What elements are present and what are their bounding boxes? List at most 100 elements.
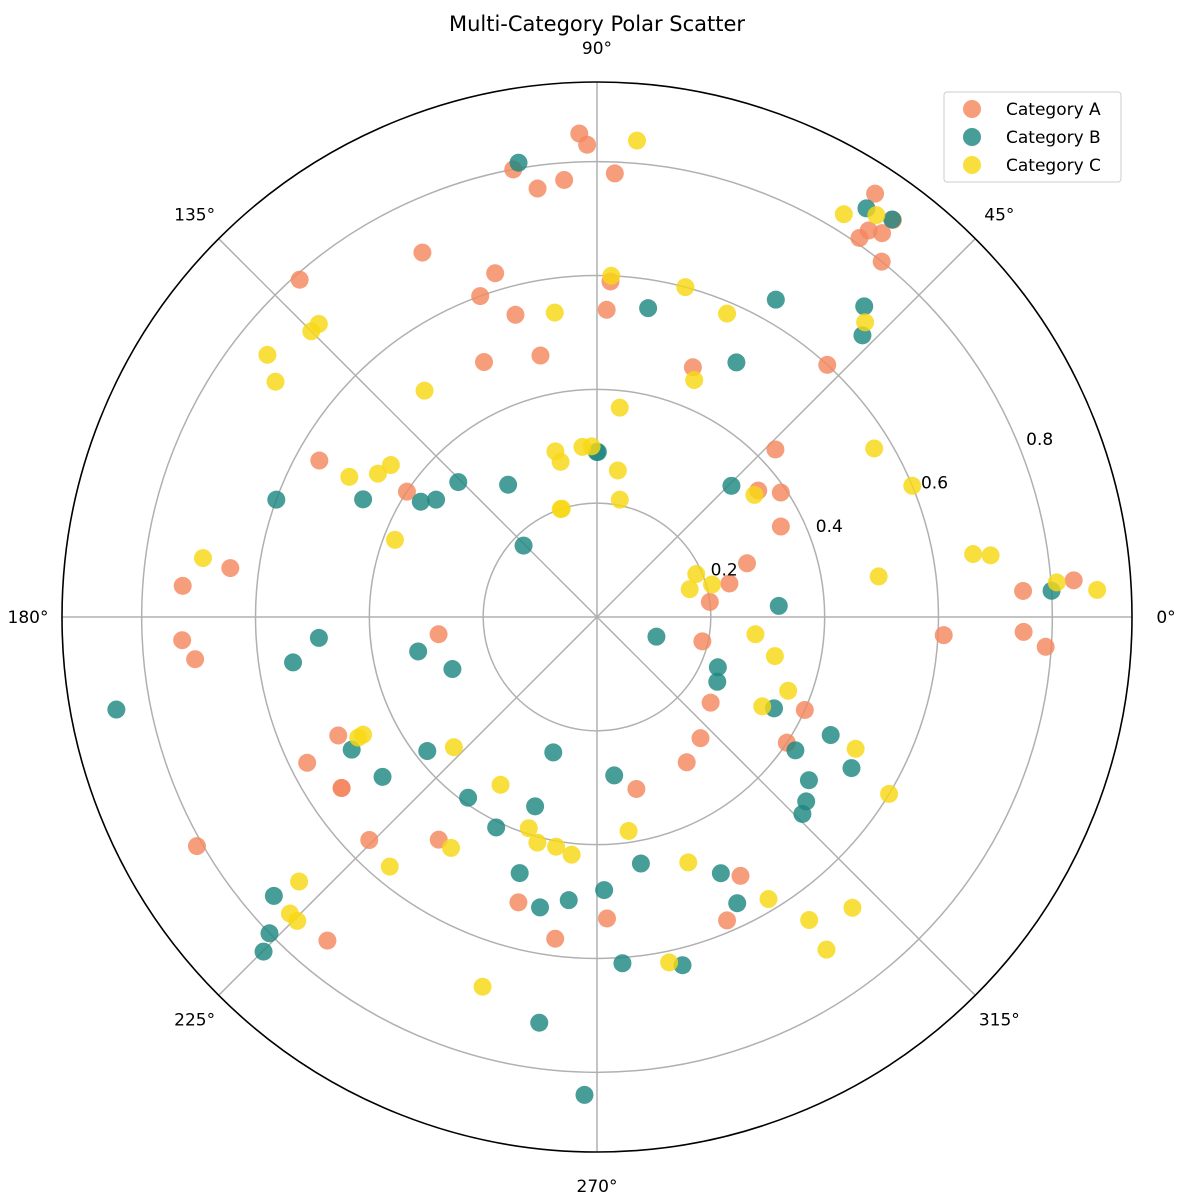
point-series-0-7 [771, 517, 790, 536]
point-series-2-7 [703, 575, 722, 594]
point-series-0-32 [413, 243, 432, 262]
angle-tick-label-6: 270° [577, 1177, 618, 1197]
point-series-1-16 [427, 490, 446, 509]
point-series-2-14 [685, 371, 704, 390]
point-series-2-25 [573, 437, 592, 456]
point-series-1-3 [883, 210, 902, 229]
point-series-0-41 [329, 726, 348, 745]
point-series-0-11 [818, 355, 837, 374]
point-series-2-46 [280, 904, 299, 923]
point-series-0-43 [298, 753, 317, 772]
point-series-0-37 [173, 576, 192, 595]
point-series-0-54 [677, 753, 696, 772]
point-series-2-19 [608, 461, 627, 480]
point-series-0-59 [934, 626, 953, 645]
point-series-2-32 [258, 345, 277, 364]
point-series-1-15 [449, 473, 468, 492]
point-series-0-10 [766, 440, 785, 459]
radial-tick-label-3: 0.8 [1026, 430, 1053, 450]
angle-tick-label-1: 45° [984, 206, 1014, 226]
point-series-0-42 [187, 837, 206, 856]
point-series-2-47 [491, 775, 510, 794]
point-series-2-26 [551, 452, 570, 471]
point-series-1-7 [766, 290, 785, 309]
point-series-0-46 [332, 778, 351, 797]
point-series-0-13 [873, 224, 892, 243]
chart-title: Multi-Category Polar Scatter [449, 12, 745, 36]
point-series-0-30 [471, 287, 490, 306]
point-series-2-62 [765, 647, 784, 666]
point-series-2-61 [746, 625, 765, 644]
point-series-2-40 [354, 725, 373, 744]
polar-outer-frame [61, 81, 1133, 1153]
point-series-1-1 [769, 596, 788, 615]
point-series-2-1 [1047, 573, 1066, 592]
angle-tick-label-0: 0° [1156, 608, 1175, 628]
point-series-2-60 [779, 681, 798, 700]
point-series-1-37 [575, 1085, 594, 1104]
point-series-0-0 [1064, 571, 1083, 590]
point-series-2-48 [519, 819, 538, 838]
point-series-0-56 [701, 693, 720, 712]
point-series-2-38 [193, 549, 212, 568]
polar-axis: 0° 45° 90° 135° 180° 225° 270° 315° 0.2 0.4 0.6 0.8 [8, 39, 1176, 1197]
point-series-1-18 [354, 490, 373, 509]
point-series-1-39 [595, 881, 614, 900]
point-series-2-34 [368, 464, 387, 483]
angle-tick-label-2: 90° [582, 39, 612, 59]
point-series-2-28 [552, 499, 571, 518]
point-series-0-6 [738, 554, 757, 573]
point-series-0-51 [627, 779, 646, 798]
point-series-2-37 [385, 530, 404, 549]
point-series-1-45 [708, 658, 727, 677]
point-series-0-60 [795, 700, 814, 719]
point-series-0-25 [528, 179, 547, 198]
point-series-1-5 [855, 297, 874, 316]
legend-box [943, 91, 1122, 183]
point-series-2-57 [843, 898, 862, 917]
point-series-0-8 [771, 483, 790, 502]
point-series-2-17 [610, 398, 629, 417]
point-series-0-53 [718, 911, 737, 930]
legend-marker-0 [963, 100, 981, 118]
point-series-2-21 [602, 266, 621, 285]
point-series-1-43 [728, 894, 747, 913]
point-series-1-17 [411, 492, 430, 511]
point-series-1-48 [797, 792, 816, 811]
point-series-0-47 [360, 830, 379, 849]
point-series-2-8 [680, 580, 699, 599]
point-series-2-22 [545, 303, 564, 322]
point-series-2-52 [473, 977, 492, 996]
point-series-0-49 [509, 893, 528, 912]
point-series-2-41 [444, 738, 463, 757]
point-series-1-29 [373, 767, 392, 786]
point-series-0-4 [700, 592, 719, 611]
point-series-1-20 [309, 628, 328, 647]
point-series-0-58 [693, 632, 712, 651]
point-series-2-50 [547, 837, 566, 856]
point-series-2-45 [442, 838, 461, 857]
point-series-0-55 [691, 729, 710, 748]
point-series-1-26 [264, 886, 283, 905]
point-series-0-61 [731, 866, 750, 885]
point-series-0-15 [866, 184, 885, 203]
point-series-1-6 [727, 353, 746, 372]
point-series-2-13 [834, 205, 853, 224]
point-series-0-50 [546, 929, 565, 948]
point-series-1-50 [799, 771, 818, 790]
point-series-1-54 [605, 766, 624, 785]
angle-grid-line-7 [596, 616, 976, 996]
point-series-0-34 [397, 482, 416, 501]
point-series-2-56 [759, 890, 778, 909]
point-series-1-41 [711, 864, 730, 883]
point-series-1-42 [673, 956, 692, 975]
point-series-2-54 [660, 953, 679, 972]
point-series-0-36 [221, 559, 240, 578]
point-series-2-65 [800, 911, 819, 930]
angle-tick-label-7: 315° [979, 1010, 1020, 1030]
point-series-0-19 [597, 300, 616, 319]
point-series-2-63 [846, 739, 865, 758]
point-series-1-40 [613, 954, 632, 973]
point-series-1-13 [499, 475, 518, 494]
